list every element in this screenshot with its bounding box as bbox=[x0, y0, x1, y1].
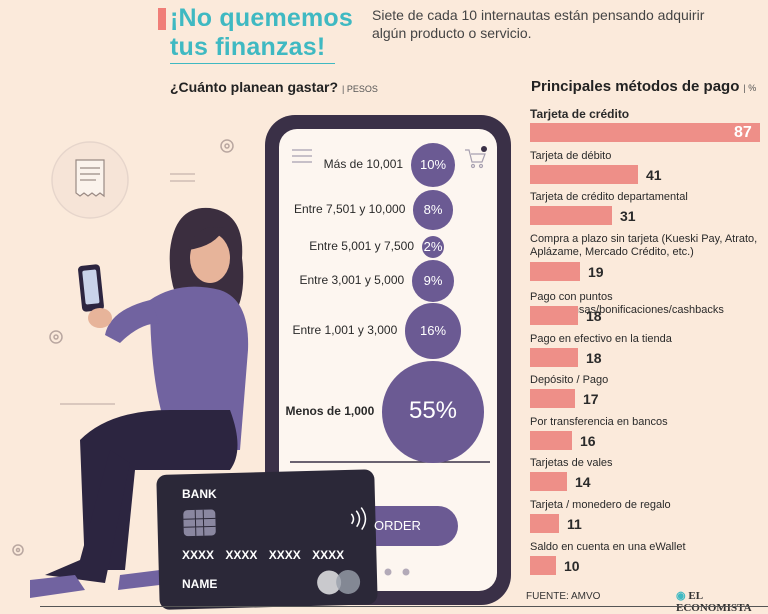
bar-category-label: Pago con puntos recompensas/bonificacion… bbox=[530, 291, 724, 316]
spending-unit: | PESOS bbox=[342, 84, 378, 94]
bar bbox=[530, 348, 578, 367]
headline-underline bbox=[170, 63, 335, 64]
woman-illustration bbox=[30, 207, 249, 598]
bar bbox=[530, 389, 575, 408]
bubble bbox=[411, 143, 455, 187]
payment-unit: | % bbox=[743, 83, 757, 93]
bar-category-label: Tarjeta de crédito departamental bbox=[530, 191, 688, 203]
headline-line-2: tus finanzas! bbox=[170, 33, 326, 61]
bar-category-label: Pago en efectivo en la tienda bbox=[530, 333, 672, 345]
logo-icon: ◉ bbox=[676, 590, 689, 602]
bar bbox=[530, 514, 559, 533]
page-dot bbox=[402, 568, 410, 576]
cart-badge bbox=[481, 146, 487, 152]
hamburger-icon bbox=[292, 149, 312, 163]
bar-value-label: 18 bbox=[586, 308, 602, 324]
intro-text: Siete de cada 10 internautas están pensa… bbox=[372, 7, 705, 41]
headline-line-1: ¡No quememos bbox=[170, 4, 353, 32]
headline: ¡No quememos tus finanzas! bbox=[170, 4, 353, 62]
bubble bbox=[412, 260, 454, 302]
bubble-category-label: Menos de 1,000 bbox=[285, 404, 375, 418]
bottom-rule bbox=[40, 606, 768, 607]
spending-title-text: ¿Cuánto planean gastar? bbox=[170, 79, 339, 95]
credit-card bbox=[156, 469, 378, 610]
bubble-value-label: 2% bbox=[423, 238, 443, 254]
bubble-category-label: Entre 5,001 y 7,500 bbox=[309, 239, 414, 253]
bar-value-label: 16 bbox=[580, 433, 596, 449]
bar bbox=[530, 262, 580, 281]
bar bbox=[530, 431, 572, 450]
bar-category-label: Saldo en cuenta en una eWallet bbox=[530, 541, 686, 553]
bar-category-label: Tarjeta de débito bbox=[530, 150, 612, 162]
card-number: XXXX XXXX XXXX XXXX bbox=[182, 548, 345, 562]
bar bbox=[530, 306, 578, 325]
bar-value-label: 10 bbox=[564, 558, 580, 574]
bar bbox=[530, 206, 612, 225]
bubble-value-label: 9% bbox=[423, 272, 443, 288]
bubble-value-label: 16% bbox=[419, 322, 447, 338]
card-bank: BANK bbox=[182, 487, 217, 501]
bubble-category-label: Entre 1,001 y 3,000 bbox=[292, 323, 398, 337]
payment-chart-title: Principales métodos de pago | % bbox=[531, 78, 756, 95]
bubble-value-label: 55% bbox=[408, 397, 458, 425]
card-name: NAME bbox=[182, 577, 218, 591]
bar-category-label: Tarjeta / monedero de regalo bbox=[530, 499, 671, 511]
bar bbox=[530, 165, 638, 184]
bubble-value-label: 10% bbox=[419, 156, 447, 172]
bar bbox=[530, 472, 567, 491]
cart-icon bbox=[465, 149, 486, 169]
source-note: FUENTE: AMVO bbox=[526, 591, 601, 602]
bubble-category-label: Entre 7,501 y 10,000 bbox=[293, 202, 406, 216]
bar-value-label: 41 bbox=[646, 167, 662, 183]
bubble-category-label: Más de 10,001 bbox=[323, 157, 404, 171]
bar-value-label: 14 bbox=[575, 474, 591, 490]
payment-title-text: Principales métodos de pago bbox=[531, 78, 740, 95]
bar-category-label: Tarjetas de vales bbox=[530, 457, 613, 469]
bar-category-label: Por transferencia en bancos bbox=[530, 416, 668, 428]
bubble-value-label: 8% bbox=[423, 201, 443, 217]
bar bbox=[530, 556, 556, 575]
bar-value-label: 19 bbox=[588, 264, 604, 280]
bubble-category-label: Entre 3,001 y 5,000 bbox=[299, 273, 405, 287]
spending-chart-title: ¿Cuánto planean gastar? | PESOS bbox=[170, 79, 378, 95]
bar-category-label: Depósito / Pago bbox=[530, 374, 609, 386]
publisher-logo: ◉ EL ECONOMISTA bbox=[676, 590, 752, 614]
bubble bbox=[422, 236, 444, 258]
bar-value-label: 11 bbox=[567, 516, 582, 532]
bar-category-label: Compra a plazo sin tarjeta (Kueski Pay, … bbox=[530, 233, 758, 258]
headline-accent-bar bbox=[158, 8, 166, 30]
bubble bbox=[413, 190, 453, 230]
bar-value-label: 87 bbox=[734, 124, 752, 141]
bubble bbox=[382, 361, 484, 463]
page-dot bbox=[384, 568, 392, 576]
bar bbox=[530, 123, 760, 142]
bubble bbox=[405, 303, 461, 359]
bar-value-label: 17 bbox=[583, 391, 599, 407]
bar-value-label: 31 bbox=[620, 208, 636, 224]
receipt-icon bbox=[75, 159, 105, 198]
bar-value-label: 18 bbox=[586, 350, 602, 366]
bar-category-label: Tarjeta de crédito bbox=[530, 107, 630, 121]
order-button-label[interactable]: ORDER bbox=[374, 518, 421, 533]
